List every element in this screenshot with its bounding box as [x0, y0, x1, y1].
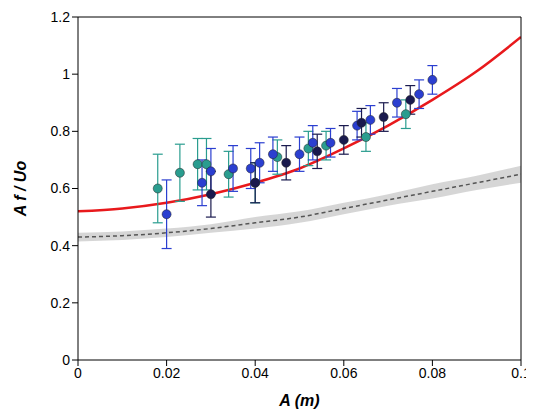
- svg-text:A f / Uo: A f / Uo: [12, 161, 29, 218]
- svg-text:0.04: 0.04: [242, 365, 269, 381]
- svg-text:0.4: 0.4: [51, 238, 71, 254]
- svg-text:0.1: 0.1: [511, 365, 526, 381]
- svg-text:0: 0: [74, 365, 82, 381]
- svg-text:0.06: 0.06: [330, 365, 357, 381]
- svg-text:A (m): A (m): [278, 392, 319, 409]
- svg-text:0.02: 0.02: [153, 365, 180, 381]
- svg-text:1: 1: [62, 66, 70, 82]
- svg-text:0: 0: [62, 352, 70, 368]
- svg-text:0.2: 0.2: [51, 295, 71, 311]
- svg-text:0.08: 0.08: [419, 365, 446, 381]
- svg-text:0.8: 0.8: [51, 123, 71, 139]
- svg-text:1.2: 1.2: [51, 9, 71, 25]
- svg-text:0.6: 0.6: [51, 180, 71, 196]
